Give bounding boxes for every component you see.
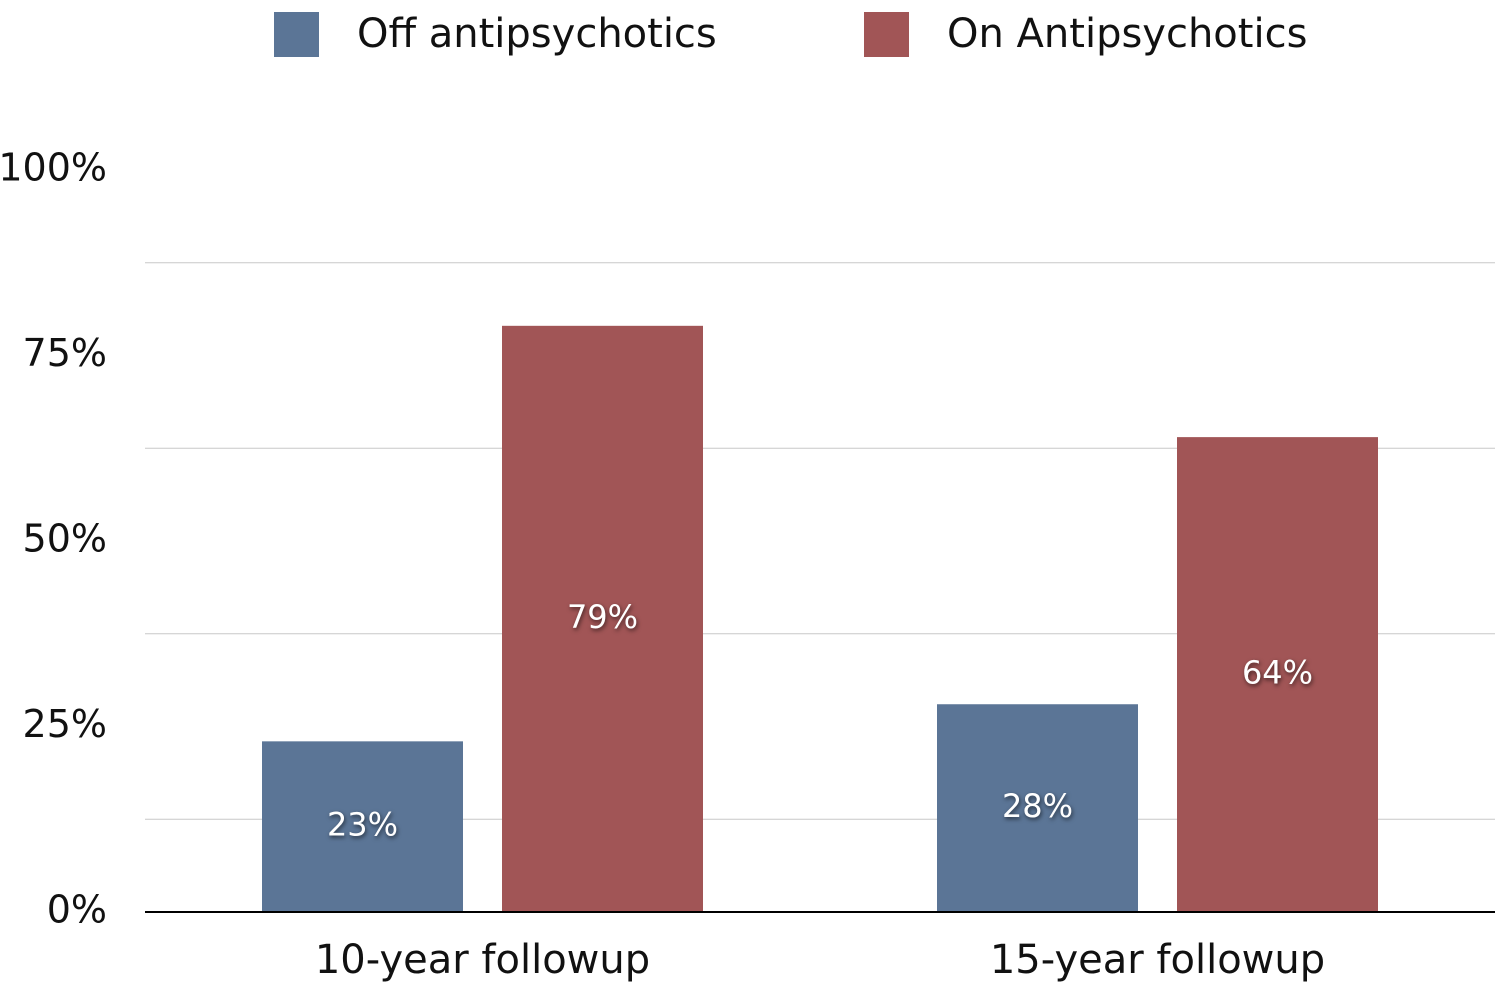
legend-label: On Antipsychotics bbox=[947, 11, 1307, 57]
x-tick-label: 15-year followup bbox=[990, 937, 1325, 983]
y-tick-label: 75% bbox=[23, 331, 107, 375]
y-tick-label: 50% bbox=[23, 517, 107, 561]
y-tick-label: 25% bbox=[23, 702, 107, 746]
bar bbox=[262, 741, 463, 912]
y-tick-label: 100% bbox=[0, 146, 107, 190]
value-label: 64% bbox=[1242, 654, 1313, 692]
bar bbox=[502, 325, 703, 912]
legend-swatch bbox=[864, 12, 909, 57]
legend-label: Off antipsychotics bbox=[357, 11, 717, 57]
bar bbox=[937, 704, 1138, 912]
x-tick-label: 10-year followup bbox=[315, 937, 650, 983]
legend-swatch bbox=[274, 12, 319, 57]
bar bbox=[1177, 437, 1378, 912]
y-tick-label: 0% bbox=[47, 888, 107, 932]
value-label: 79% bbox=[567, 598, 638, 636]
value-label: 28% bbox=[1002, 787, 1073, 825]
value-label: 23% bbox=[327, 806, 398, 844]
